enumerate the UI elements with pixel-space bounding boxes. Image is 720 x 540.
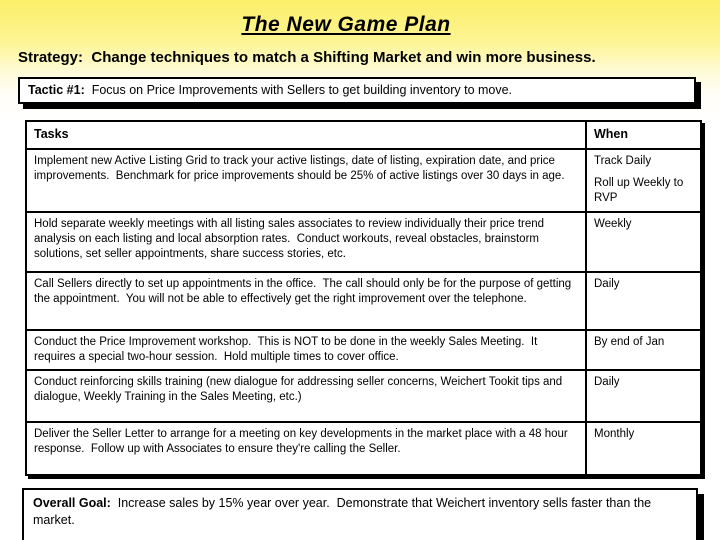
when-text: Track Daily [594, 155, 652, 167]
strategy-label: Strategy: [18, 49, 84, 66]
table-row: Hold separate weekly meetings with all l… [25, 210, 702, 273]
table-row: Call Sellers directly to set up appointm… [25, 270, 702, 331]
task-cell: Conduct the Price Improvement workshop. … [25, 328, 587, 371]
table-header-when: When [585, 120, 702, 150]
table-row: Deliver the Seller Letter to arrange for… [25, 420, 702, 476]
task-cell: Hold separate weekly meetings with all l… [25, 210, 587, 273]
slide-title: The New Game Plan [241, 13, 451, 36]
when-cell: By end of Jan [585, 328, 702, 371]
strategy-line: Strategy: Change techniques to match a S… [18, 49, 708, 66]
strategy-text: Change techniques to match a Shifting Ma… [83, 49, 596, 66]
task-cell: Conduct reinforcing skills training (new… [25, 368, 587, 423]
when-cell: Weekly [585, 210, 702, 273]
tactic-box: Tactic #1: Focus on Price Improvements w… [18, 77, 696, 104]
tactic-text: Focus on Price Improvements with Sellers… [84, 83, 513, 97]
tasks-table-body: Implement new Active Listing Grid to tra… [25, 148, 702, 476]
tasks-table: Tasks When Implement new Active Listing … [25, 120, 702, 476]
when-cell: Track Daily Roll up Weekly to RVP [585, 148, 702, 213]
when-cell: Daily [585, 368, 702, 423]
table-row: Conduct reinforcing skills training (new… [25, 368, 702, 423]
when-text: Daily [594, 375, 620, 388]
when-cell: Daily [585, 270, 702, 331]
when-cell: Monthly [585, 420, 702, 476]
task-cell: Call Sellers directly to set up appointm… [25, 270, 587, 331]
goal-box: Overall Goal: Increase sales by 15% year… [22, 488, 698, 540]
when-text: Monthly [594, 427, 635, 440]
when-text: Daily [594, 277, 620, 290]
goal-text: Increase sales by 15% year over year. De… [33, 496, 655, 527]
when-text: By end of Jan [594, 335, 665, 348]
task-cell: Deliver the Seller Letter to arrange for… [25, 420, 587, 476]
when-text: Roll up Weekly to RVP [594, 177, 684, 205]
task-cell: Implement new Active Listing Grid to tra… [25, 148, 587, 213]
tactic-label: Tactic #1: [28, 83, 85, 97]
table-header-row: Tasks When [25, 120, 702, 150]
table-header-tasks: Tasks [25, 120, 587, 150]
table-row: Conduct the Price Improvement workshop. … [25, 328, 702, 371]
goal-label: Overall Goal: [33, 496, 111, 510]
table-row: Implement new Active Listing Grid to tra… [25, 148, 702, 213]
when-text: Weekly [594, 217, 632, 230]
